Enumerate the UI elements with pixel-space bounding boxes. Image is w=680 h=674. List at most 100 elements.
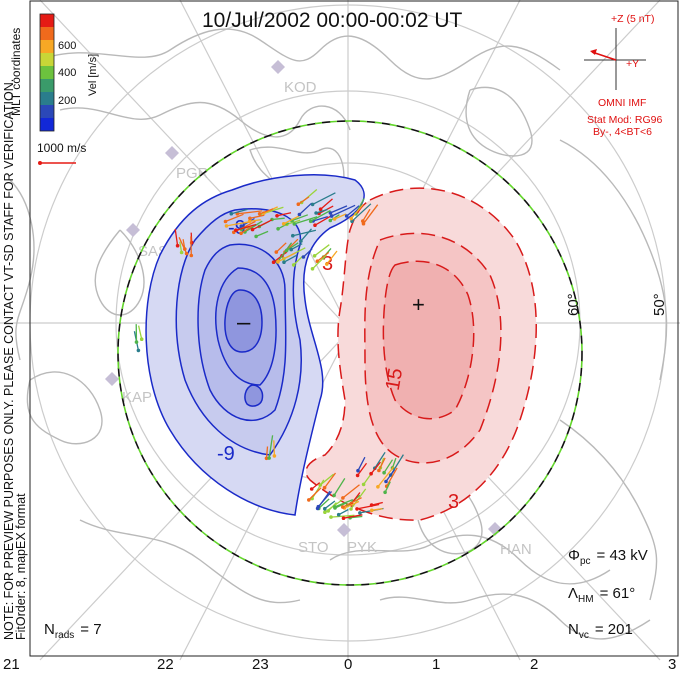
velocity-vector: [324, 472, 337, 489]
station-kod-marker: [271, 60, 285, 74]
velocity-vector: [137, 325, 143, 340]
velocity-vector-origin: [274, 250, 279, 254]
negative-contour-label-bottom: -9: [217, 443, 235, 465]
velocity-vector-origin: [328, 211, 333, 215]
velocity-vector-origin: [291, 233, 295, 238]
negative-contour-5: [224, 289, 263, 353]
coast-atlantic: [79, 519, 301, 604]
figure-title: 10/Jul/2002 00:00-00:02 UT: [202, 9, 463, 32]
velocity-vector: [240, 225, 253, 234]
velocity-vector-origin: [376, 485, 380, 489]
velocity-vector-origin: [370, 508, 374, 513]
velocity-vector-origin: [281, 222, 286, 226]
station-kap-label: KAP: [122, 389, 152, 406]
velocity-vector-origin: [315, 259, 320, 264]
station-pgr-marker: [165, 146, 179, 160]
colorbar-tick-600: 600: [58, 40, 76, 52]
coast-svalbard: [465, 86, 533, 157]
velocity-vector: [294, 216, 318, 225]
colorbar-tick-200: 200: [58, 95, 76, 107]
station-pyk-label: PYK: [347, 539, 377, 556]
velocity-vector-origin: [349, 507, 353, 511]
coast-southeast: [559, 419, 658, 601]
positive-contour-label-mid: 15: [382, 366, 408, 392]
velocity-vector: [174, 228, 179, 246]
negative-potential-cell: – -9 -9: [145, 174, 365, 516]
nrads-stat: Nrads = 7: [44, 621, 102, 641]
nvc-stat: Nvc = 201: [568, 621, 633, 641]
velocity-vector: [334, 213, 347, 220]
coast-europe-2: [379, 593, 651, 640]
velocity-vector: [362, 208, 371, 222]
velocity-vector: [315, 208, 328, 214]
velocity-vector-origin: [383, 490, 387, 495]
velocity-vector: [275, 242, 287, 253]
velocity-vector-origin: [296, 202, 301, 206]
velocity-vector-origin: [183, 247, 187, 251]
lat-label-50: 50°: [651, 293, 668, 316]
velocity-vector-origin: [316, 504, 321, 509]
velocity-vector-origin: [308, 219, 313, 224]
velocity-vector: [385, 469, 396, 482]
nvc-symbol: N: [568, 621, 579, 638]
colorbar-seg-4: [40, 53, 54, 66]
velocity-vector-origin: [323, 506, 327, 511]
mlt-label-21: 21: [3, 656, 20, 673]
mlt-axis: 21 22 23 0 1 2 3: [3, 656, 676, 673]
velocity-vector: [235, 223, 257, 231]
colorbar-seg-6: [40, 79, 54, 92]
velocity-vector-origin: [369, 471, 373, 476]
velocity-vector: [255, 230, 269, 237]
velocity-vector-origin: [341, 516, 346, 520]
velocity-vector: [273, 250, 288, 263]
velocity-vector-origin: [179, 250, 184, 255]
velocity-vector-origin: [332, 493, 336, 498]
velocity-vector: [179, 241, 183, 253]
imf-panel: +Z (5 nT) +Y OMNI IMF Stat Mod: RG96 By-…: [584, 13, 662, 138]
imf-condition: By-, 4<BT<6: [593, 126, 652, 138]
lambda-hm-stat: ΛHM = 61°: [568, 585, 635, 605]
velocity-vector-origin: [314, 211, 318, 215]
velocity-vector: [334, 498, 354, 508]
velocity-vector: [350, 204, 364, 220]
velocity-vector: [277, 242, 293, 263]
coast-labrador: [26, 371, 103, 445]
station-kod: KOD: [271, 60, 317, 96]
colorbar-seg-2: [40, 27, 54, 40]
mlt-label-1: 1: [432, 656, 440, 673]
velocity-vector-origin: [136, 348, 141, 353]
coast-europe-1: [329, 534, 611, 585]
velocity-vector: [249, 214, 265, 219]
velocity-vector-origin: [248, 216, 252, 221]
velocity-vector: [265, 446, 269, 459]
velocity-vector-origin: [329, 214, 334, 218]
velocity-vector: [283, 215, 300, 225]
velocity-vector-origin: [361, 482, 366, 487]
negative-contour-6: [244, 384, 264, 407]
velocity-vector-origin: [276, 259, 280, 264]
velocity-vector-origin: [332, 217, 337, 221]
velocity-vector-origin: [349, 216, 354, 221]
velocity-vector-origin: [341, 496, 345, 500]
station-pgr: PGR: [165, 146, 209, 182]
velocity-vector-origin: [310, 202, 315, 207]
velocity-vector: [350, 515, 363, 519]
station-han: HAN: [488, 522, 532, 558]
velocity-vector-origin: [284, 248, 289, 253]
coast-siberia: [559, 139, 668, 381]
velocity-vector: [330, 205, 348, 214]
plot-frame: [29, 0, 679, 657]
velocity-vector-origin: [344, 214, 349, 218]
velocity-vector-origin: [384, 479, 388, 484]
velocity-vector: [225, 213, 244, 223]
velocity-vector: [249, 219, 261, 222]
velocity-vector-origin: [134, 340, 139, 344]
velocity-vector-origin: [224, 224, 229, 228]
coast-north-america-2: [59, 101, 351, 138]
velocity-vector-origin: [184, 251, 189, 256]
velocity-vector: [312, 192, 336, 205]
velocity-vector: [310, 209, 331, 222]
colorbar-seg-3: [40, 40, 54, 53]
